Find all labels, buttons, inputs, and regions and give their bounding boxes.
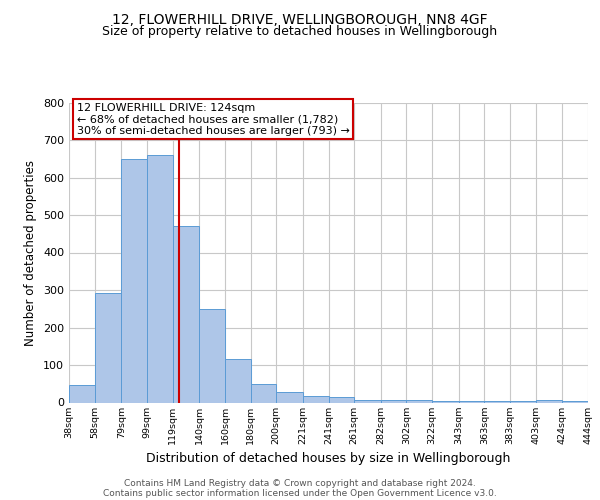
Bar <box>510 400 536 402</box>
Bar <box>354 400 381 402</box>
Text: 12 FLOWERHILL DRIVE: 124sqm
← 68% of detached houses are smaller (1,782)
30% of : 12 FLOWERHILL DRIVE: 124sqm ← 68% of det… <box>77 102 350 136</box>
Bar <box>199 308 225 402</box>
Bar <box>459 400 484 402</box>
Bar <box>121 159 147 402</box>
Bar <box>329 397 354 402</box>
Text: 12, FLOWERHILL DRIVE, WELLINGBOROUGH, NN8 4GF: 12, FLOWERHILL DRIVE, WELLINGBOROUGH, NN… <box>112 12 488 26</box>
Bar <box>173 226 199 402</box>
Bar <box>484 400 510 402</box>
Bar <box>251 384 276 402</box>
Text: Contains HM Land Registry data © Crown copyright and database right 2024.: Contains HM Land Registry data © Crown c… <box>124 478 476 488</box>
Bar <box>562 400 588 402</box>
Text: Contains public sector information licensed under the Open Government Licence v3: Contains public sector information licen… <box>103 488 497 498</box>
Bar <box>69 385 95 402</box>
Bar <box>536 400 562 402</box>
X-axis label: Distribution of detached houses by size in Wellingborough: Distribution of detached houses by size … <box>146 452 511 465</box>
Bar <box>147 155 173 402</box>
Text: Size of property relative to detached houses in Wellingborough: Size of property relative to detached ho… <box>103 25 497 38</box>
Bar <box>95 292 121 403</box>
Bar <box>406 400 432 402</box>
Bar <box>276 392 303 402</box>
Bar <box>381 400 406 402</box>
Bar <box>225 360 251 403</box>
Y-axis label: Number of detached properties: Number of detached properties <box>25 160 37 346</box>
Bar <box>303 396 329 402</box>
Bar <box>432 400 459 402</box>
